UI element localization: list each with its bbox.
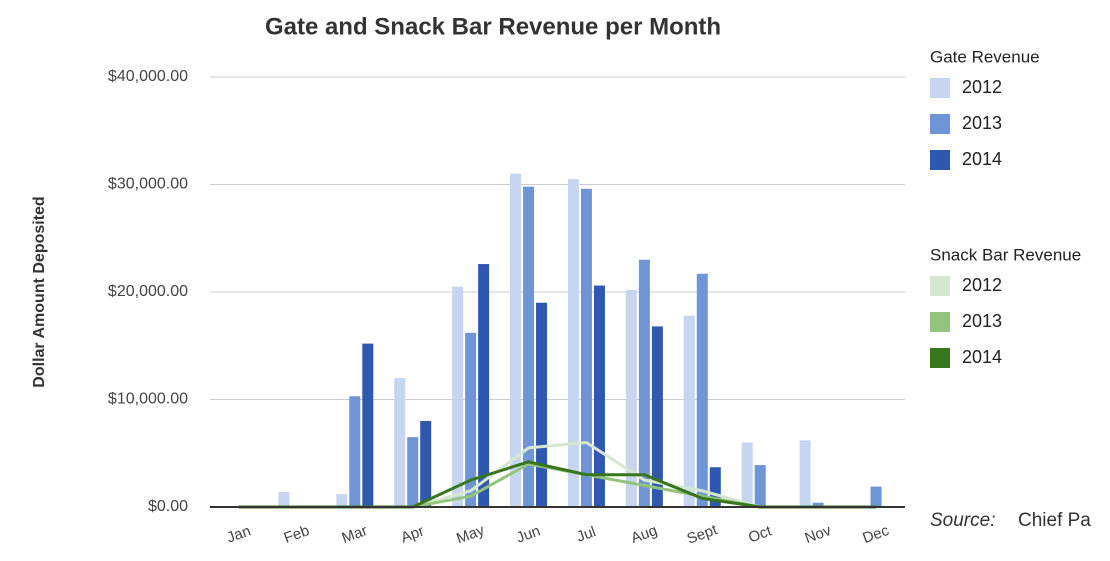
legend-label: 2013 bbox=[962, 311, 1002, 331]
source-text: Chief Pa bbox=[1018, 510, 1091, 531]
bar bbox=[407, 437, 419, 507]
y-axis-label: Dollar Amount Deposited bbox=[31, 196, 48, 387]
legend-swatch bbox=[930, 348, 950, 368]
legend-label: 2012 bbox=[962, 77, 1002, 97]
legend-label: 2014 bbox=[962, 347, 1002, 367]
bar bbox=[567, 179, 579, 507]
bar bbox=[754, 465, 766, 507]
y-tick-label: $0.00 bbox=[148, 498, 188, 515]
bar bbox=[394, 378, 406, 507]
y-tick-label: $20,000.00 bbox=[108, 283, 188, 300]
bar bbox=[593, 285, 605, 507]
legend-title: Snack Bar Revenue bbox=[930, 245, 1081, 264]
bar bbox=[870, 486, 882, 507]
bar bbox=[580, 188, 592, 508]
source-label: Source: bbox=[930, 510, 995, 531]
line bbox=[238, 460, 877, 509]
legend-swatch bbox=[930, 312, 950, 332]
line bbox=[238, 462, 877, 509]
bar bbox=[452, 286, 464, 507]
bar bbox=[278, 491, 290, 507]
legend-title: Gate Revenue bbox=[930, 47, 1040, 66]
legend-label: 2013 bbox=[962, 113, 1002, 133]
bar bbox=[741, 442, 753, 507]
bar bbox=[536, 302, 548, 507]
x-tick-label: Oct bbox=[746, 522, 775, 546]
y-tick-label: $30,000.00 bbox=[108, 176, 188, 193]
legend-swatch bbox=[930, 114, 950, 134]
bar bbox=[812, 502, 824, 507]
bar bbox=[625, 289, 637, 507]
x-tick-label: Apr bbox=[399, 523, 427, 547]
bar bbox=[799, 440, 811, 507]
x-tick-label: Mar bbox=[340, 522, 370, 547]
bar bbox=[510, 173, 522, 507]
y-tick-label: $40,000.00 bbox=[108, 68, 188, 85]
x-tick-label: Feb bbox=[282, 522, 312, 547]
bar bbox=[362, 343, 374, 507]
bar bbox=[683, 315, 695, 507]
bar bbox=[465, 332, 477, 507]
bar bbox=[696, 273, 708, 507]
bar bbox=[478, 264, 490, 507]
legend-swatch bbox=[930, 150, 950, 170]
legend-label: 2012 bbox=[962, 275, 1002, 295]
bar bbox=[349, 396, 361, 507]
x-tick-label: Dec bbox=[860, 522, 891, 547]
bar bbox=[651, 326, 663, 507]
legend-swatch bbox=[930, 276, 950, 296]
x-tick-label: Aug bbox=[629, 522, 660, 547]
x-tick-label: Jan bbox=[225, 522, 254, 546]
legend-label: 2014 bbox=[962, 149, 1002, 169]
x-tick-label: Sept bbox=[685, 521, 721, 548]
x-tick-label: May bbox=[454, 521, 487, 547]
x-tick-label: Jun bbox=[514, 522, 543, 546]
bar bbox=[709, 467, 721, 507]
legend-swatch bbox=[930, 78, 950, 98]
chart-title: Gate and Snack Bar Revenue per Month bbox=[265, 13, 721, 40]
bar bbox=[523, 186, 535, 507]
x-tick-label: Jul bbox=[574, 523, 598, 546]
x-tick-label: Nov bbox=[802, 522, 833, 547]
line bbox=[238, 440, 877, 509]
y-tick-label: $10,000.00 bbox=[108, 391, 188, 408]
bar bbox=[420, 421, 432, 507]
bar bbox=[638, 259, 650, 507]
bar bbox=[336, 494, 348, 507]
